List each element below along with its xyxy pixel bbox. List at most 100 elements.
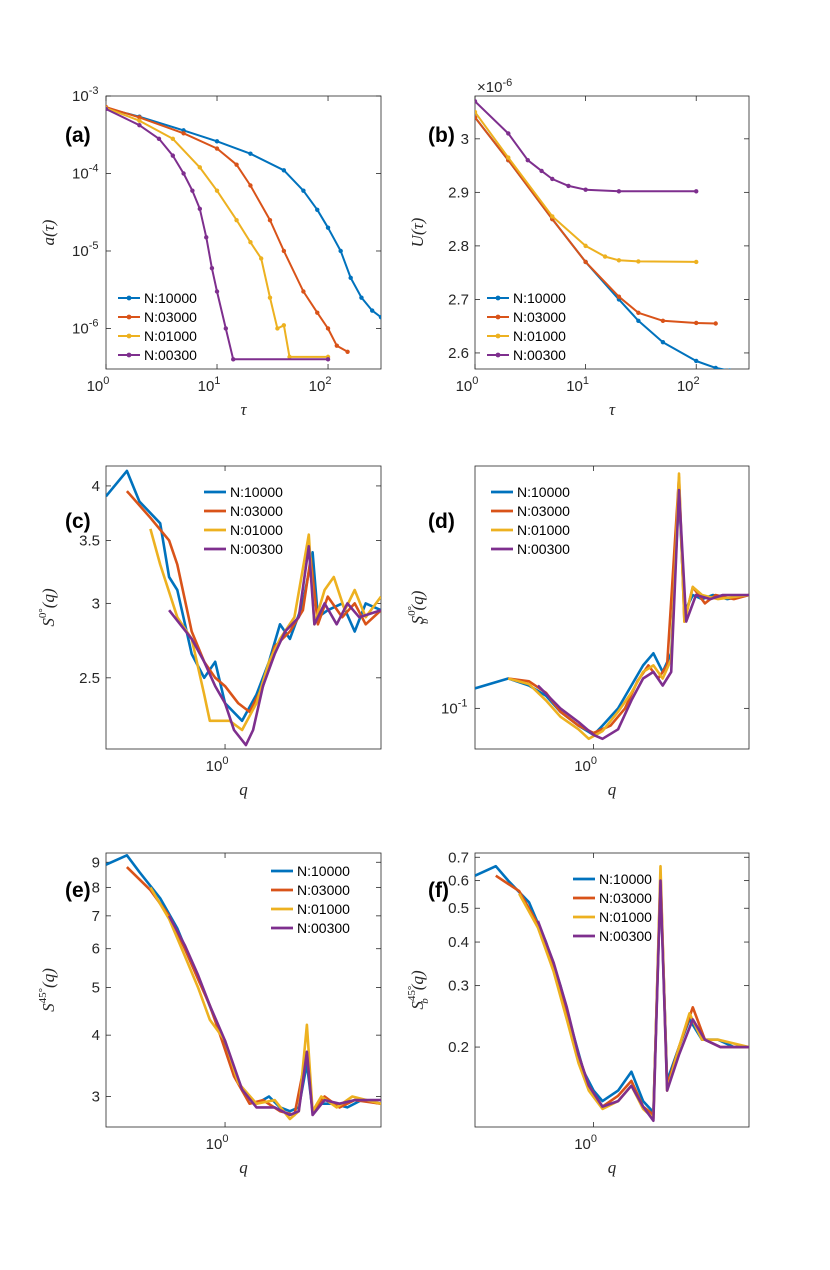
panel-d: 10010-1qS0°b(q)(d)N:10000N:03000N:01000N… bbox=[406, 465, 750, 799]
data-point bbox=[325, 357, 331, 362]
data-point bbox=[334, 343, 340, 348]
series-line-N-01000 bbox=[149, 528, 381, 732]
legend-marker bbox=[126, 333, 132, 339]
legend-marker bbox=[495, 333, 501, 339]
data-point bbox=[747, 369, 751, 373]
data-point bbox=[636, 310, 641, 315]
data-point bbox=[660, 318, 666, 324]
x-tick-label: 100 bbox=[574, 1133, 597, 1153]
panel-label: (f) bbox=[428, 879, 449, 902]
data-point bbox=[214, 139, 220, 144]
panel-f: 100 0.2 0.3 0.4 0.5 0.6 0.7 q S45°b(q) (f) N:10000… bbox=[406, 849, 750, 1177]
panel-label: (b) bbox=[428, 124, 455, 147]
data-point bbox=[616, 294, 622, 299]
y-tick-label: 9 bbox=[92, 854, 100, 871]
data-point bbox=[475, 109, 478, 115]
legend-marker bbox=[495, 352, 501, 358]
y-axis-label: S0°b(q) bbox=[406, 590, 431, 624]
data-point bbox=[248, 239, 253, 245]
legend-entry: N:03000 bbox=[513, 309, 566, 325]
data-point bbox=[106, 106, 109, 112]
series-line-N-03000 bbox=[475, 116, 716, 325]
legend-marker bbox=[495, 295, 501, 301]
y-tick-label: 10-1 bbox=[441, 697, 467, 717]
data-point bbox=[137, 122, 142, 128]
legend-entry: N:10000 bbox=[517, 484, 570, 500]
y-tick-label: 3.5 bbox=[79, 532, 100, 549]
data-point bbox=[694, 320, 699, 326]
axes-box bbox=[105, 465, 382, 750]
data-point bbox=[170, 136, 176, 142]
data-point bbox=[248, 183, 253, 188]
y-tick-label: 4 bbox=[92, 1027, 100, 1044]
y-tick-label: 2.8 bbox=[448, 238, 469, 255]
series-line-N-10000 bbox=[106, 469, 381, 723]
y-tick-label: 2.9 bbox=[448, 184, 469, 201]
x-tick-label: 100 bbox=[206, 755, 229, 775]
data-point bbox=[170, 153, 176, 158]
legend-entry: N:10000 bbox=[513, 290, 566, 306]
y-tick-label: 10-5 bbox=[72, 240, 98, 260]
y-tick-label: 0.4 bbox=[448, 934, 469, 951]
legend: N:10000 N:03000 N:01000 N:00300 bbox=[487, 290, 566, 363]
series-line-N-00300 bbox=[536, 879, 749, 1122]
data-point bbox=[231, 357, 236, 362]
data-point bbox=[325, 326, 331, 331]
y-tick-label: 0.5 bbox=[448, 900, 469, 917]
axes-box bbox=[474, 95, 750, 370]
legend-entry: N:00300 bbox=[144, 347, 197, 363]
x-tick-label: 100 bbox=[456, 375, 479, 395]
legend-entry: N:00300 bbox=[230, 541, 283, 557]
data-point bbox=[506, 131, 511, 136]
data-point bbox=[197, 206, 203, 212]
series-line-N-00300 bbox=[475, 100, 697, 193]
legend: N:10000 N:03000 N:01000 N:00300 bbox=[204, 484, 283, 557]
x-axis-label: q bbox=[239, 780, 248, 799]
data-point bbox=[636, 318, 641, 324]
y-axis-label: a(τ) bbox=[39, 219, 58, 245]
y-tick-label: 10-6 bbox=[72, 317, 98, 337]
legend-entry: N:01000 bbox=[513, 328, 566, 344]
data-point bbox=[223, 326, 229, 331]
data-point bbox=[267, 295, 273, 300]
data-point bbox=[137, 115, 142, 120]
y-tick-label: 10-3 bbox=[72, 85, 98, 105]
data-point bbox=[694, 358, 699, 364]
legend-entry: N:01000 bbox=[230, 522, 283, 538]
data-point bbox=[325, 225, 331, 230]
data-point bbox=[281, 248, 287, 254]
data-point bbox=[566, 183, 571, 189]
data-point bbox=[359, 295, 364, 300]
panel-e: 100 3 4 5 6 7 8 9 q S45°(q) (e) N:10000 N:03000 N:010… bbox=[37, 852, 382, 1177]
y-axis-label: U(τ) bbox=[408, 217, 427, 247]
legend: N:10000 N:03000 N:01000 N:00300 bbox=[271, 863, 350, 936]
data-point bbox=[281, 168, 287, 173]
legend: N:10000 N:03000 N:01000 N:00300 bbox=[491, 484, 570, 557]
data-point bbox=[636, 259, 641, 264]
y-axis-label: S45°b(q) bbox=[406, 970, 431, 1010]
data-point bbox=[181, 171, 186, 176]
series-line-N-00300 bbox=[536, 488, 749, 741]
x-tick-label: 102 bbox=[309, 375, 332, 395]
data-point bbox=[204, 235, 209, 240]
data-point bbox=[181, 131, 186, 136]
legend-entry: N:01000 bbox=[144, 328, 197, 344]
data-point bbox=[345, 349, 350, 355]
data-point bbox=[258, 256, 264, 261]
series-line-N-00300 bbox=[167, 915, 381, 1117]
data-point bbox=[616, 189, 622, 194]
data-point bbox=[550, 176, 555, 182]
legend-marker bbox=[126, 314, 132, 320]
y-axis-label: S0°(q) bbox=[37, 588, 58, 627]
y-tick-label: 3 bbox=[92, 1088, 100, 1105]
data-point bbox=[281, 323, 287, 328]
panel-a: 100 101 102 10-6 10-5 10-4 10-3 τ a(τ) (a) N:10000… bbox=[39, 85, 382, 419]
data-point bbox=[539, 168, 544, 174]
legend-entry: N:00300 bbox=[599, 928, 652, 944]
data-point bbox=[267, 217, 273, 223]
data-point bbox=[234, 217, 239, 223]
data-point bbox=[694, 259, 699, 265]
y-tick-label: 4 bbox=[92, 478, 100, 495]
series-line-N-01000 bbox=[507, 472, 749, 741]
y-tick-label: 3 bbox=[461, 131, 469, 148]
